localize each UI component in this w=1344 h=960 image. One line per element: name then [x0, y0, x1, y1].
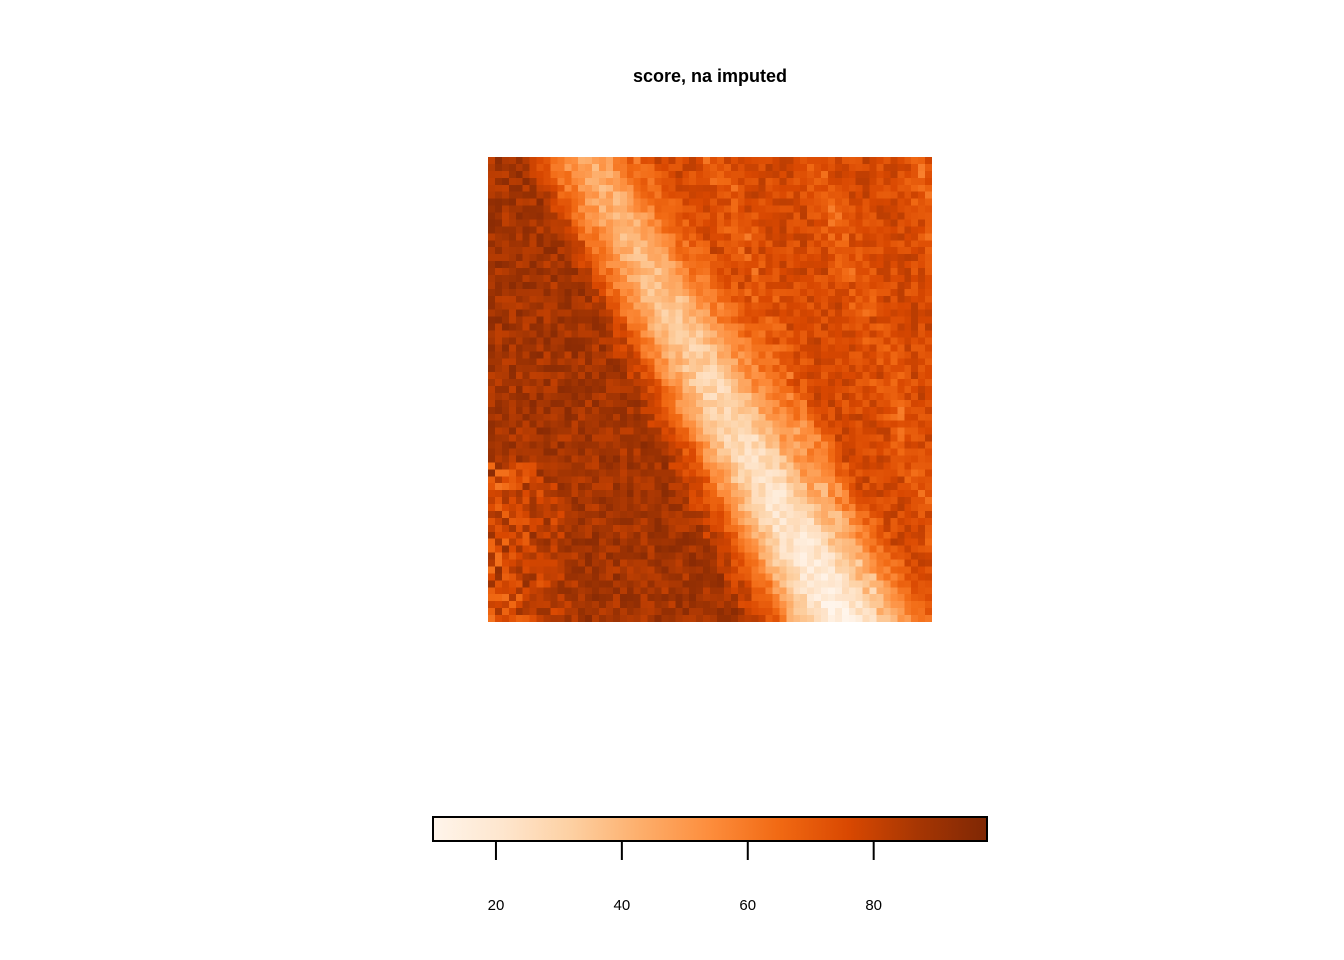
legend-ticks: 20 40 60 80 — [488, 841, 882, 914]
legend-tick-label: 20 — [488, 897, 505, 914]
legend-tick-label: 80 — [865, 897, 882, 914]
legend-tick-label: 60 — [739, 897, 756, 914]
legend-color-bar — [432, 816, 988, 842]
heatmap-raster — [488, 157, 932, 622]
legend-tick-label: 40 — [614, 897, 631, 914]
chart-title: score, na imputed — [632, 66, 788, 86]
